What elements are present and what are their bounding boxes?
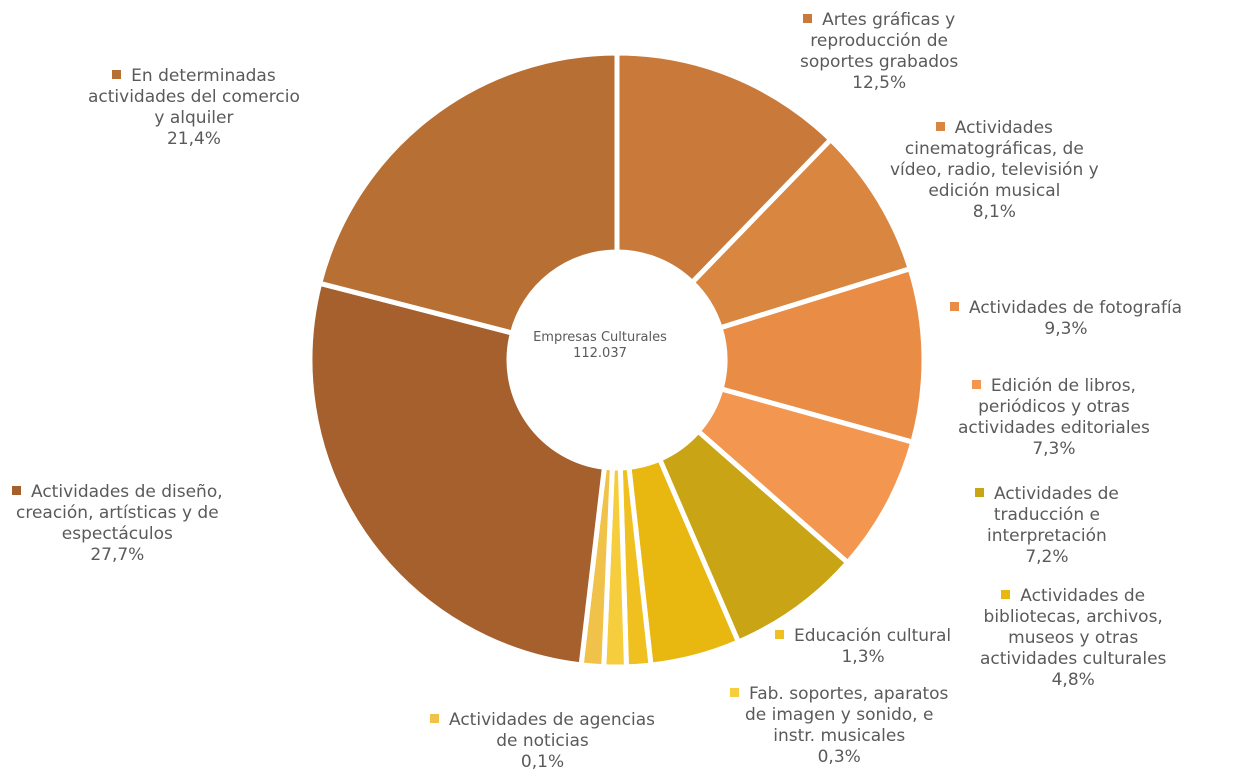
legend-text: bibliotecas, archivos,	[983, 607, 1163, 627]
legend-text: Actividades de diseño,	[31, 482, 223, 502]
legend-swatch	[12, 486, 21, 495]
legend-label: Actividades cinematográficas, de vídeo, …	[890, 118, 1099, 223]
legend-text: edición musical	[928, 181, 1061, 201]
legend-text: Artes gráficas y	[822, 10, 956, 30]
legend-swatch	[730, 688, 739, 697]
legend-text: reproducción de	[810, 31, 948, 51]
legend-text: actividades editoriales	[958, 418, 1150, 438]
legend-swatch	[1001, 590, 1011, 599]
legend-swatch	[950, 302, 959, 311]
legend-label: Actividades de fotografía 9,3%	[950, 298, 1182, 340]
legend-percent: 0,3%	[817, 747, 861, 767]
legend-text: soportes grabados	[800, 52, 959, 72]
legend-percent: 12,5%	[852, 73, 907, 93]
legend-swatch	[975, 488, 984, 497]
legend-text: traducción e	[993, 505, 1100, 525]
donut-slice	[307, 280, 607, 668]
legend-label: Actividades de traducción e interpretaci…	[975, 484, 1119, 568]
legend-text: Actividades de fotografía	[969, 298, 1182, 318]
legend-text: interpretación	[987, 526, 1107, 546]
legend-text: instr. musicales	[773, 726, 906, 746]
legend-percent: 1,3%	[841, 647, 885, 667]
legend-text: Actividades	[954, 118, 1053, 138]
legend-percent: 8,1%	[972, 202, 1016, 222]
legend-text: creación, artísticas y de	[15, 503, 219, 523]
legend-label: Actividades de diseño, creación, artísti…	[12, 482, 223, 566]
legend-label: Educación cultural 1,3%	[775, 626, 951, 668]
legend-text: museos y otras	[1008, 628, 1139, 648]
legend-text: de noticias	[496, 731, 589, 751]
legend-text: de imagen y sonido, e	[744, 705, 934, 725]
legend-percent: 4,8%	[1051, 670, 1095, 690]
legend-percent: 9,3%	[1044, 319, 1088, 339]
donut-slice	[614, 50, 834, 285]
legend-text: Actividades de	[1020, 586, 1146, 606]
legend-swatch	[803, 14, 813, 23]
legend-percent: 0,1%	[520, 752, 565, 772]
legend-text: y alquiler	[154, 108, 234, 128]
legend-percent: 27,7%	[90, 545, 145, 565]
legend-swatch	[971, 380, 981, 389]
legend-swatch	[775, 630, 784, 639]
legend-percent: 7,2%	[1025, 547, 1069, 567]
legend-text: Educación cultural	[794, 626, 952, 646]
donut-slice	[717, 266, 927, 445]
donut-slice	[317, 50, 620, 336]
legend-swatch	[935, 122, 945, 131]
legend-text: En determinadas	[131, 66, 276, 86]
legend-label: Artes gráficas y reproducción de soporte…	[800, 10, 958, 94]
legend-label: Actividades de agencias de noticias 0,1%	[430, 710, 655, 773]
legend-text: actividades culturales	[980, 649, 1167, 669]
legend-label: En determinadas actividades del comercio…	[88, 66, 300, 150]
center-label-line: Empresas	[533, 330, 597, 345]
legend-label: Edición de libros, periódicos y otras ac…	[958, 376, 1150, 460]
legend-text: Actividades de	[994, 484, 1119, 504]
legend-text: vídeo, radio, televisión y	[890, 160, 1099, 180]
legend-text: cinematográficas, de	[904, 139, 1084, 159]
legend-text: Actividades de agencias	[449, 710, 656, 730]
legend-swatch	[430, 714, 439, 723]
donut-center-label: Empresas Culturales 112.037	[530, 330, 670, 362]
legend-text: periódicos y otras	[978, 397, 1130, 417]
legend-text: Fab. soportes, aparatos	[749, 684, 949, 704]
legend-swatch	[112, 70, 122, 79]
legend-text: espectáculos	[61, 524, 173, 544]
legend-text: Edición de libros,	[990, 376, 1136, 396]
legend-text: actividades del comercio	[88, 87, 300, 107]
legend-label: Actividades de bibliotecas, archivos, mu…	[980, 586, 1166, 691]
legend-percent: 7,3%	[1032, 439, 1076, 459]
legend-label: Fab. soportes, aparatos de imagen y soni…	[730, 684, 948, 768]
center-total: 112.037	[573, 346, 627, 361]
center-label-line: Culturales	[600, 330, 667, 345]
legend-percent: 21,4%	[166, 129, 221, 149]
